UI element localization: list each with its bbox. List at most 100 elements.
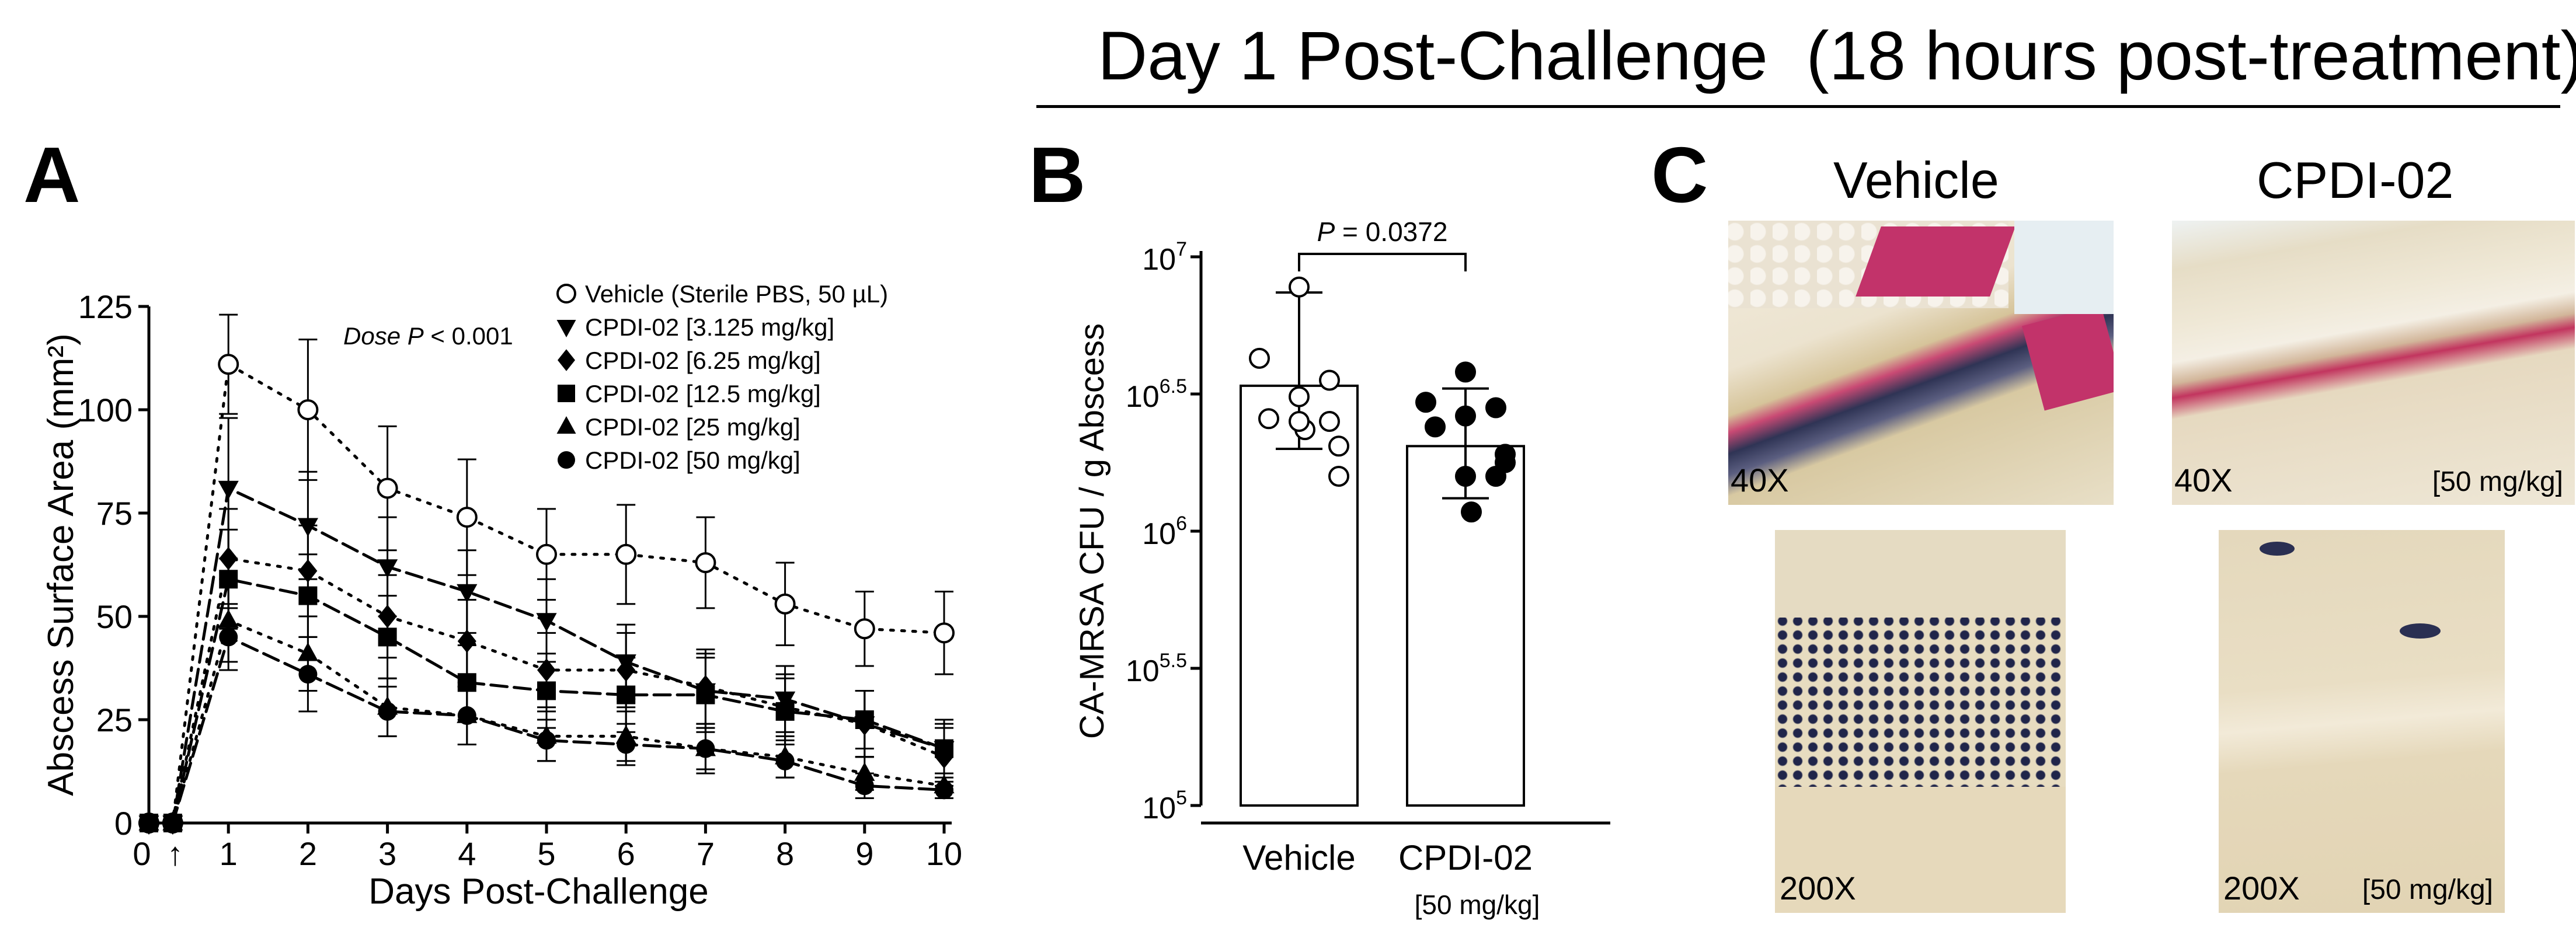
data-point: [297, 399, 319, 420]
y-tick-label: 25: [96, 702, 133, 738]
data-point: [536, 543, 557, 565]
significance-label: P = 0.0372: [1317, 217, 1448, 247]
legend-marker: [556, 416, 576, 434]
data-point: [218, 480, 239, 500]
data-point: [1258, 408, 1279, 430]
data-point: [934, 622, 955, 644]
legend-marker: [556, 320, 576, 337]
data-point: [457, 584, 478, 603]
category-label: CPDI-02: [1398, 838, 1533, 877]
legend-label: CPDI-02 [25 mg/kg]: [585, 413, 800, 441]
data-point: [456, 507, 478, 528]
legend-label: CPDI-02 [12.5 mg/kg]: [585, 380, 821, 407]
mag-label: 200X: [1780, 870, 1856, 906]
data-point: [1249, 347, 1270, 369]
data-point: [854, 618, 875, 640]
data-point: [1461, 501, 1482, 523]
data-point: [695, 552, 716, 573]
bar-cpdi-02: [1406, 445, 1525, 807]
mag-label: 40X: [1731, 462, 1789, 498]
mag-label: 200X: [2223, 870, 2300, 906]
chart-a-abscess-area: 0 25 50 75 100 125 0 1 2 3 4 5 6 7 8 9 10 ↑ Days Post-Chal…: [41, 280, 962, 912]
y-tick-label: 106: [1142, 512, 1187, 551]
data-point: [617, 685, 636, 705]
series-line: [147, 618, 946, 825]
figure-title: Day 1 Post-Challenge (18 hours post-trea…: [1098, 18, 2576, 95]
legend-marker: [558, 385, 575, 402]
data-point: [140, 814, 158, 832]
data-point: [855, 776, 874, 796]
x-tick-label: 8: [776, 835, 794, 872]
data-point: [1328, 466, 1349, 487]
series-line: [147, 557, 946, 825]
x-tick-label: 10: [926, 835, 962, 872]
data-point: [378, 702, 397, 721]
category-sublabel: [50 mg/kg]: [1415, 890, 1540, 920]
panel-label-b: B: [1029, 131, 1086, 219]
data-point: [537, 681, 556, 700]
y-tick-label: 125: [78, 288, 133, 325]
legend-label: CPDI-02 [50 mg/kg]: [585, 447, 800, 474]
data-point: [219, 627, 238, 647]
x-tick-label: 1: [220, 835, 238, 872]
treatment-arrow: ↑: [167, 835, 183, 872]
data-point: [1455, 361, 1476, 383]
x-tick-label: 0: [133, 835, 151, 872]
data-point: [1289, 411, 1310, 432]
data-point: [1289, 276, 1310, 298]
data-point: [854, 762, 875, 781]
series-line: [147, 362, 946, 825]
col-header-cpdi: CPDI-02: [2257, 151, 2454, 209]
data-point: [377, 477, 398, 499]
histology-vehicle-40x: 40X: [1728, 221, 2114, 505]
legend-marker: [558, 451, 575, 469]
y-tick-label: 50: [96, 598, 133, 635]
histology-cpdi-200x: 200X [50 mg/kg]: [2219, 530, 2505, 913]
data-point: [218, 354, 239, 375]
data-point: [298, 665, 318, 684]
panel-label-a: A: [23, 131, 81, 219]
x-tick-label: 9: [855, 835, 873, 872]
data-point: [935, 739, 953, 758]
data-point: [457, 629, 476, 653]
legend-label: CPDI-02 [3.125 mg/kg]: [585, 313, 834, 341]
data-point: [696, 739, 715, 758]
mag-label: 40X: [2174, 462, 2233, 498]
x-tick-label: 3: [378, 835, 396, 872]
legend-label: CPDI-02 [6.25 mg/kg]: [585, 347, 821, 374]
x-tick-label: 4: [458, 835, 476, 872]
series-line: [147, 577, 946, 825]
x-axis-label: Days Post-Challenge: [368, 871, 708, 912]
y-tick-label: 100: [78, 392, 133, 428]
series-line: [147, 634, 946, 825]
data-point: [378, 627, 397, 647]
col-header-vehicle: Vehicle: [1833, 151, 1999, 209]
x-tick-label: 2: [299, 835, 317, 872]
category-label: Vehicle: [1242, 838, 1355, 877]
y-tick-label: 107: [1142, 238, 1187, 277]
data-point: [1319, 411, 1340, 432]
data-point: [775, 702, 795, 721]
legend-label: Vehicle (Sterile PBS, 50 µL): [585, 280, 888, 308]
data-point: [774, 593, 796, 615]
data-point: [1455, 466, 1476, 487]
dose-label: [50 mg/kg]: [2432, 466, 2563, 497]
data-point: [1289, 386, 1310, 407]
data-point: [457, 706, 476, 725]
y-axis-label: CA-MRSA CFU / g Abscess: [1073, 323, 1111, 739]
y-tick-label: 105: [1142, 787, 1187, 825]
y-tick-label: 0: [114, 805, 133, 842]
chart-b-cfu-bars: 105 105.5 106 106.5 107 CA-MRSA CFU / g Absce…: [1073, 217, 1610, 920]
data-point: [537, 731, 556, 750]
y-tick-label: 106.5: [1126, 375, 1187, 414]
data-point: [1328, 435, 1349, 457]
series-5: [140, 603, 953, 832]
series-line: [147, 486, 946, 825]
data-point: [935, 780, 953, 800]
data-point: [1455, 405, 1476, 427]
histology-cpdi-40x: 40X [50 mg/kg]: [2172, 221, 2575, 505]
data-point: [696, 685, 715, 705]
data-point: [1425, 416, 1446, 438]
x-tick-label: 5: [537, 835, 555, 872]
data-point: [536, 613, 557, 632]
